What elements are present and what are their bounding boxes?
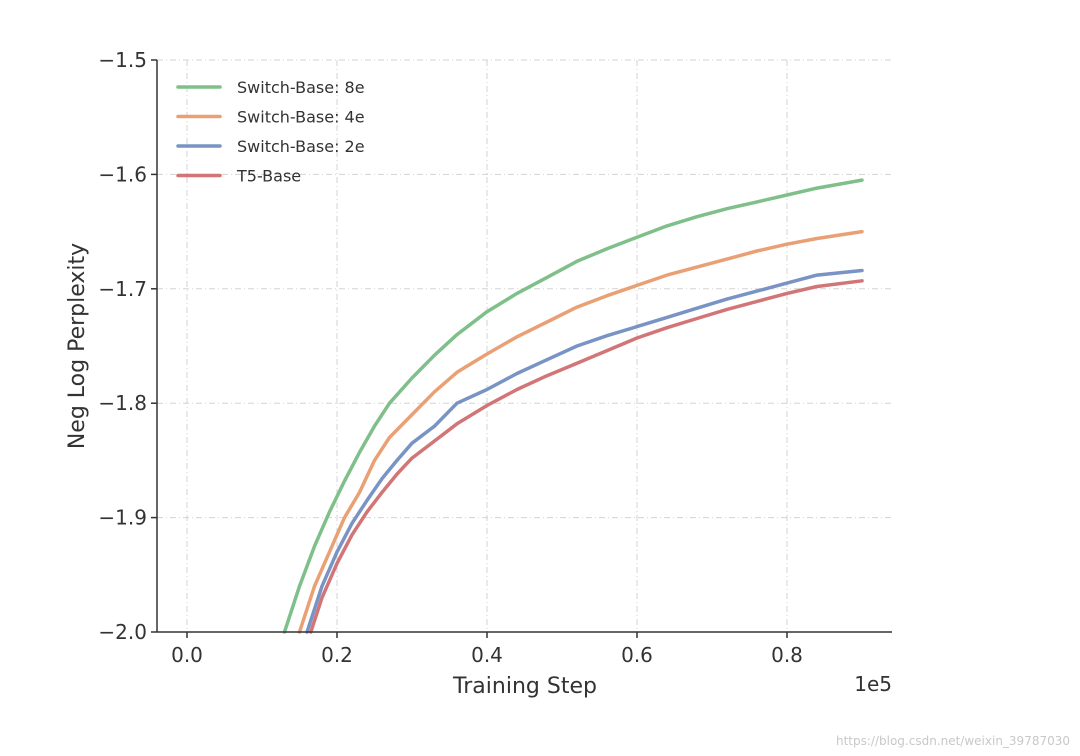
x-scale-label: 1e5 — [854, 672, 892, 696]
x-ticks: 0.0 0.2 0.4 0.6 0.8 — [171, 632, 803, 667]
legend-label-1: Switch-Base: 4e — [237, 108, 365, 127]
axes — [156, 60, 892, 633]
y-tick-label-1: −1.9 — [98, 506, 147, 530]
series-line-1 — [297, 229, 864, 634]
legend: Switch-Base: 8e Switch-Base: 4e Switch-Bas… — [176, 78, 365, 186]
series-line-0 — [282, 178, 864, 634]
y-tick-label-2: −1.8 — [98, 391, 147, 415]
series-line-3 — [309, 279, 864, 634]
y-tick-label-4: −1.6 — [98, 162, 147, 186]
legend-label-2: Switch-Base: 2e — [237, 137, 365, 156]
x-tick-label-1: 0.2 — [321, 643, 353, 667]
y-tick-label-0: −2.0 — [98, 620, 147, 644]
y-ticks: −2.0 −1.9 −1.8 −1.7 −1.6 −1.5 — [98, 48, 157, 644]
y-axis-title: Neg Log Perplexity — [65, 243, 90, 449]
x-tick-label-0: 0.0 — [171, 643, 203, 667]
x-tick-label-3: 0.6 — [621, 643, 653, 667]
x-tick-label-2: 0.4 — [471, 643, 503, 667]
series-line-2 — [305, 268, 864, 634]
x-tick-label-4: 0.8 — [771, 643, 803, 667]
series-lines — [282, 178, 864, 634]
y-tick-label-3: −1.7 — [98, 277, 147, 301]
legend-label-3: T5-Base — [236, 167, 301, 186]
legend-label-0: Switch-Base: 8e — [237, 78, 365, 97]
y-tick-label-5: −1.5 — [98, 48, 147, 72]
x-axis-title: Training Step — [452, 674, 597, 699]
watermark-text: https://blog.csdn.net/weixin_39787030 — [836, 734, 1070, 748]
grid — [157, 59, 892, 633]
